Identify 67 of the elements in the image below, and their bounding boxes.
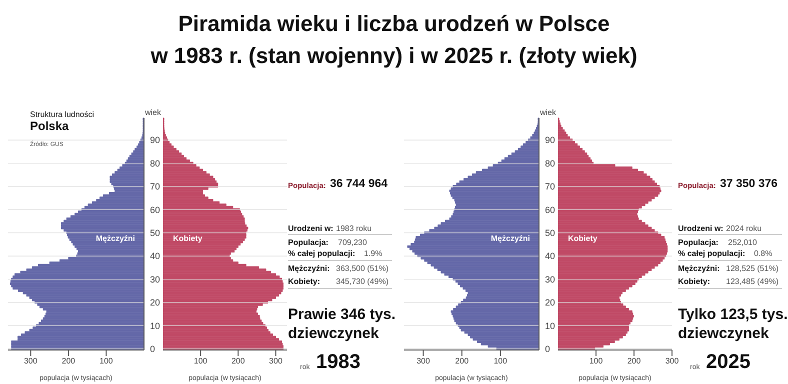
y-tick-label: 70 bbox=[150, 182, 160, 192]
x-tick-label: 300 bbox=[665, 356, 680, 366]
y-tick-label: 50 bbox=[150, 228, 160, 238]
text: 37 350 376 bbox=[720, 177, 778, 192]
y-axis-title: wiek bbox=[144, 108, 162, 117]
text: Urodzeni w: bbox=[288, 224, 334, 234]
x-tick-label: 100 bbox=[194, 356, 208, 366]
x-tick-label: 200 bbox=[627, 356, 642, 366]
x-tick-label: 300 bbox=[416, 356, 431, 366]
text: Tylko 123,5 tys. dziewczynek bbox=[678, 306, 788, 344]
y-tick-label: 50 bbox=[545, 228, 556, 238]
series-label: Kobiety bbox=[568, 234, 598, 243]
y-tick-label: 10 bbox=[545, 320, 556, 331]
x-tick-label: 100 bbox=[494, 356, 508, 366]
x-tick-label: 100 bbox=[100, 356, 114, 366]
y-tick-label: 40 bbox=[545, 251, 556, 262]
x-tick-label: 200 bbox=[231, 356, 246, 366]
y-axis-title: wiek bbox=[538, 108, 557, 117]
text: 1.9% bbox=[364, 249, 382, 259]
y-tick-label: 0 bbox=[545, 344, 550, 354]
y-tick-label: 60 bbox=[545, 204, 556, 215]
text: 363,500 (51%) bbox=[336, 264, 388, 274]
text: 123,485 (49%) bbox=[726, 277, 778, 287]
text: 1983 bbox=[316, 350, 360, 375]
text: 1983 roku bbox=[336, 224, 372, 234]
text: 36 744 964 bbox=[330, 177, 388, 192]
y-tick-label: 40 bbox=[150, 251, 160, 262]
text: 2024 roku bbox=[726, 224, 762, 234]
y-tick-label: 90 bbox=[545, 135, 556, 146]
x-tick-label: 200 bbox=[455, 356, 470, 366]
text: 709,230 bbox=[338, 238, 367, 248]
y-tick-label: 0 bbox=[150, 344, 156, 354]
text: Prawie 346 tys. dziewczynek bbox=[288, 306, 397, 344]
annotation: Struktura ludności bbox=[30, 110, 94, 119]
text: Piramida wieku i liczba urodzeń w Polsce w 1983 r. (stan wojenny) i w 2025 r. (złoty wiek) bbox=[150, 10, 638, 70]
x-tick-label: 300 bbox=[269, 356, 283, 366]
text: Mężczyźni: bbox=[288, 264, 330, 274]
y-tick-label: 90 bbox=[150, 135, 160, 146]
text: 2025 bbox=[706, 350, 750, 375]
text: Populacja: bbox=[288, 238, 328, 248]
y-tick-label: 80 bbox=[545, 158, 556, 168]
text: 128,525 (51%) bbox=[726, 264, 778, 274]
text: % całej populacji: bbox=[288, 249, 356, 259]
y-tick-label: 30 bbox=[545, 274, 556, 284]
y-tick-label: 20 bbox=[150, 298, 160, 308]
x-tick-label: 100 bbox=[589, 356, 604, 366]
y-tick-label: 80 bbox=[150, 158, 160, 168]
text: Populacja: bbox=[678, 238, 718, 248]
y-tick-label: 10 bbox=[150, 320, 160, 331]
text: Kobiety: bbox=[288, 277, 320, 287]
text: 345,730 (49%) bbox=[336, 277, 388, 287]
text: 252,010 bbox=[728, 238, 757, 248]
text: Kobiety: bbox=[678, 277, 710, 287]
y-tick-label: 30 bbox=[150, 274, 160, 284]
series-label: Mężczyźni bbox=[490, 234, 530, 243]
x-tick-label: 200 bbox=[62, 356, 76, 366]
annotation: Polska bbox=[30, 119, 69, 133]
text: Mężczyźni: bbox=[678, 264, 720, 274]
text: 0.8% bbox=[754, 249, 772, 259]
text: Urodzeni w: bbox=[678, 224, 724, 234]
x-tick-label: 300 bbox=[24, 356, 38, 366]
series-label: Mężczyźni bbox=[94, 234, 135, 243]
y-tick-label: 60 bbox=[150, 204, 160, 215]
y-tick-label: 20 bbox=[545, 298, 556, 308]
y-tick-label: 70 bbox=[545, 182, 556, 192]
series-label: Kobiety bbox=[173, 234, 204, 243]
text: % całej populacji: bbox=[678, 249, 746, 259]
